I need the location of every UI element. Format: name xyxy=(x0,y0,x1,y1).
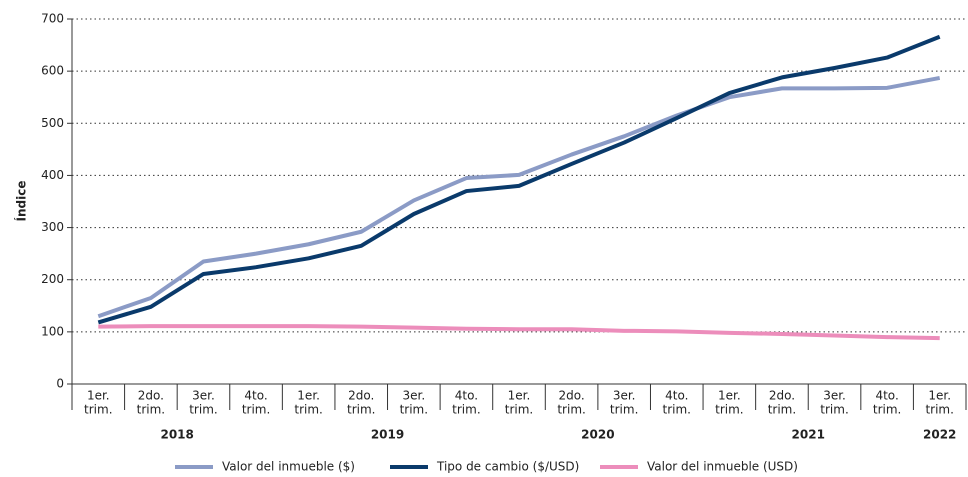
x-tick-label: 1er. xyxy=(508,389,531,403)
y-tick-label: 700 xyxy=(41,12,64,26)
group-label: 2018 xyxy=(160,428,193,442)
y-tick-label: 100 xyxy=(41,324,64,338)
group-label: 2020 xyxy=(581,428,614,442)
x-tick-label: trim. xyxy=(137,403,165,417)
x-tick-label: trim. xyxy=(873,403,901,417)
x-tick-label: 3er. xyxy=(192,389,215,403)
y-tick-label: 400 xyxy=(41,168,64,182)
x-tick-label: trim. xyxy=(505,403,533,417)
x-tick-label: 4to. xyxy=(455,389,478,403)
x-tick-label: 3er. xyxy=(823,389,846,403)
group-label: 2019 xyxy=(371,428,404,442)
y-tick-label: 500 xyxy=(41,116,64,130)
x-tick-label: trim. xyxy=(820,403,848,417)
x-tick-label: trim. xyxy=(768,403,796,417)
x-tick-label: 4to. xyxy=(665,389,688,403)
x-tick-label: trim. xyxy=(294,403,322,417)
x-tick-label: trim. xyxy=(189,403,217,417)
group-label: 2021 xyxy=(792,428,825,442)
x-tick-label: trim. xyxy=(452,403,480,417)
y-axis-label: Índice xyxy=(14,181,29,222)
x-tick-label: 2do. xyxy=(348,389,374,403)
x-tick-label: trim. xyxy=(84,403,112,417)
x-tick-label: trim. xyxy=(242,403,270,417)
y-tick-label: 0 xyxy=(56,377,64,391)
x-tick-label: 2do. xyxy=(138,389,164,403)
y-tick-label: 200 xyxy=(41,272,64,286)
x-tick-label: 1er. xyxy=(718,389,741,403)
y-tick-label: 300 xyxy=(41,220,64,234)
x-tick-label: trim. xyxy=(925,403,953,417)
series-line xyxy=(98,324,940,341)
legend-label: Valor del inmueble ($) xyxy=(222,460,355,474)
legend-label: Valor del inmueble (USD) xyxy=(647,460,798,474)
group-label: 2022 xyxy=(923,428,956,442)
x-tick-label: 3er. xyxy=(402,389,425,403)
x-tick-label: trim. xyxy=(715,403,743,417)
series-line xyxy=(97,34,941,325)
x-tick-label: 2do. xyxy=(769,389,795,403)
x-tick-label: trim. xyxy=(400,403,428,417)
x-tick-label: 1er. xyxy=(297,389,320,403)
series-line xyxy=(97,75,941,319)
x-tick-label: 1er. xyxy=(928,389,951,403)
x-tick-label: trim. xyxy=(557,403,585,417)
x-tick-label: trim. xyxy=(610,403,638,417)
legend-label: Tipo de cambio ($/USD) xyxy=(436,460,579,474)
x-tick-label: 1er. xyxy=(87,389,110,403)
x-tick-label: 3er. xyxy=(613,389,636,403)
x-tick-label: 2do. xyxy=(558,389,584,403)
x-tick-label: trim. xyxy=(347,403,375,417)
x-tick-label: trim. xyxy=(663,403,691,417)
x-tick-label: 4to. xyxy=(875,389,898,403)
y-tick-label: 600 xyxy=(41,64,64,78)
x-tick-label: 4to. xyxy=(244,389,267,403)
